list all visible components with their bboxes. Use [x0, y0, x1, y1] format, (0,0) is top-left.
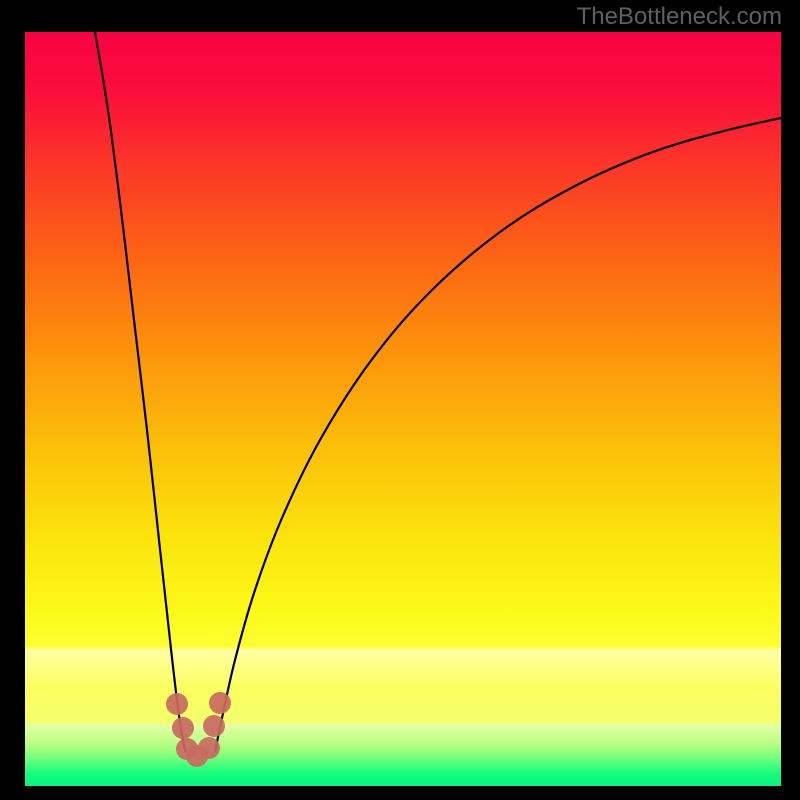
- valley-marker: [209, 692, 231, 714]
- valley-marker: [166, 693, 188, 715]
- curve-right: [215, 118, 781, 752]
- valley-marker: [203, 715, 225, 737]
- watermark-text: TheBottleneck.com: [577, 3, 782, 31]
- curve-layer: [0, 0, 800, 800]
- valley-marker: [198, 737, 220, 759]
- curve-left: [95, 32, 186, 753]
- chart-stage: TheBottleneck.com: [0, 0, 800, 800]
- valley-marker: [172, 717, 194, 739]
